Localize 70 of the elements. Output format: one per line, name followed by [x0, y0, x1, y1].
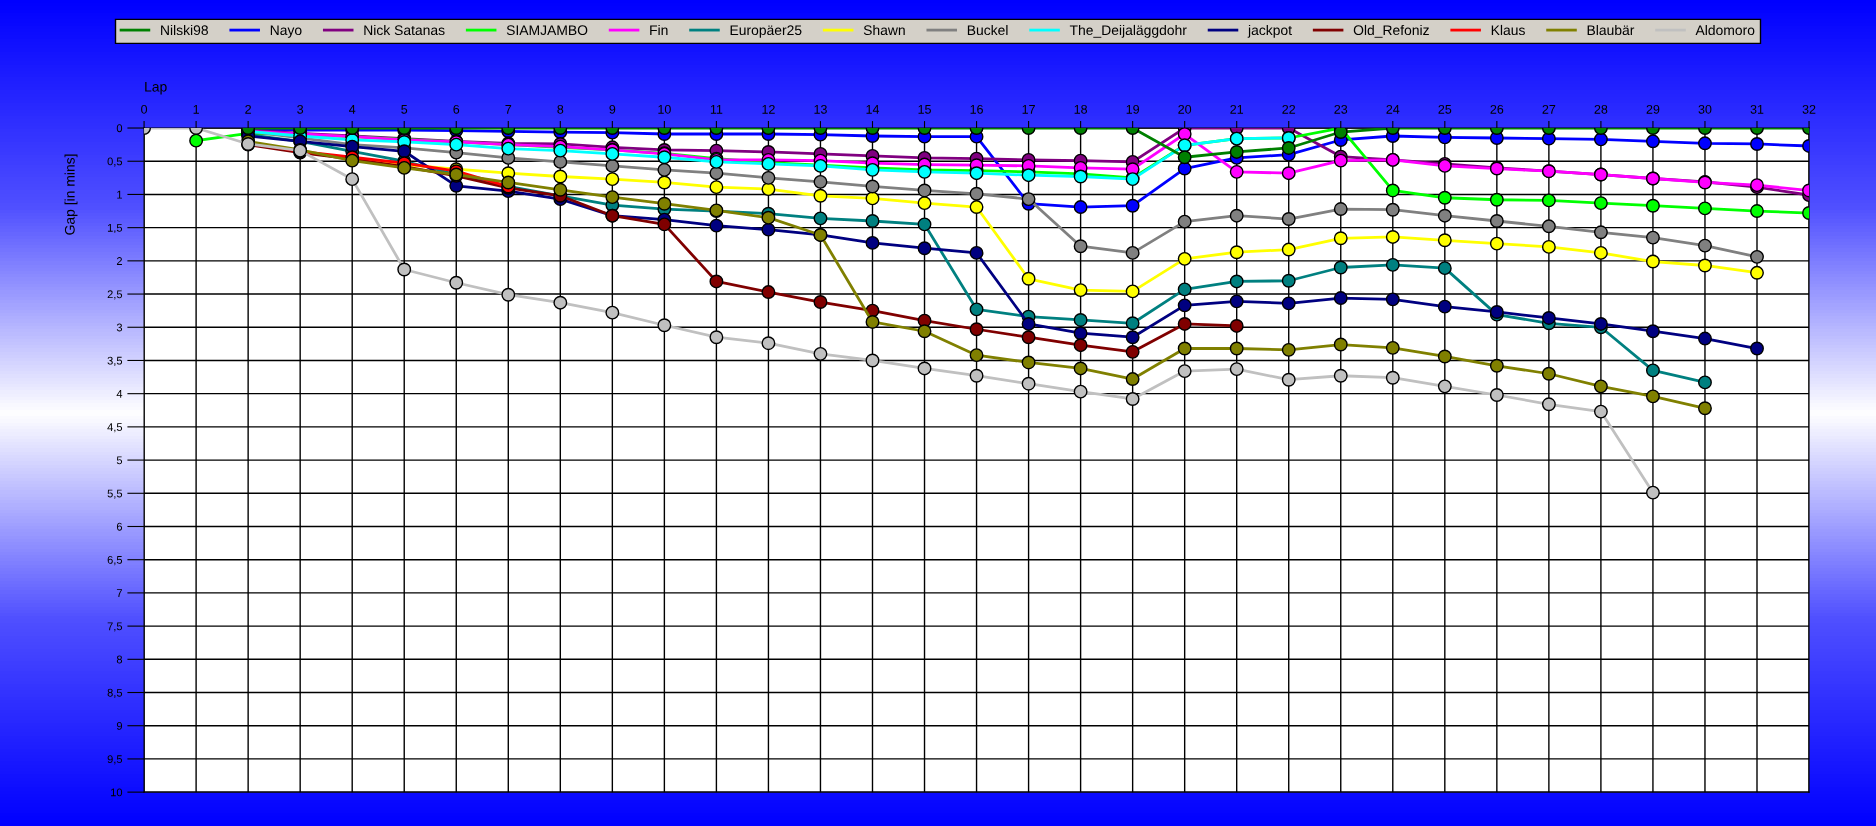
y-tick-label: 2,5 — [107, 290, 123, 300]
x-tick-label: 5 — [401, 105, 408, 114]
x-tick-label: 4 — [349, 105, 356, 114]
x-tick-label: 9 — [609, 104, 616, 114]
x-tick-label: 22 — [1282, 104, 1296, 114]
legend-label: Aldomoro — [1695, 24, 1755, 36]
x-tick-label: 6 — [453, 104, 460, 114]
x-tick-label: 27 — [1542, 104, 1556, 114]
x-tick-label: 30 — [1698, 104, 1712, 114]
x-tick-label: 29 — [1646, 104, 1660, 114]
x-tick-label: 19 — [1126, 104, 1139, 114]
x-tick-label: 1 — [193, 105, 199, 114]
x-tick-label: 24 — [1386, 104, 1400, 114]
x-tick-label: 0 — [141, 104, 148, 114]
y-tick-label: 3,5 — [107, 356, 123, 366]
legend-label: Nayo — [270, 25, 302, 38]
y-tick-label: 7 — [116, 589, 122, 597]
y-tick-label: 1 — [117, 190, 123, 199]
legend-label: Buckel — [967, 24, 1008, 36]
y-tick-label: 10 — [111, 788, 123, 797]
x-tick-label: 32 — [1802, 104, 1816, 114]
y-tick-label: 5,5 — [107, 489, 123, 499]
x-tick-label: 10 — [658, 104, 671, 114]
y-tick-label: 4,5 — [107, 423, 123, 433]
y-tick-label: 0,5 — [107, 157, 123, 167]
legend-label: SIAMJAMBO — [506, 25, 588, 36]
y-tick-label: 3 — [116, 323, 123, 332]
legend-label: Old_Refoniz — [1353, 24, 1429, 38]
x-tick-label: 3 — [297, 104, 304, 114]
y-tick-label: 2 — [116, 257, 122, 265]
y-tick-label: 9 — [116, 721, 123, 730]
legend-label: Nilski98 — [161, 24, 208, 36]
x-tick-label: 16 — [970, 104, 983, 114]
x-tick-label: 2 — [245, 104, 251, 114]
y-tick-label: 0 — [116, 124, 123, 133]
x-tick-label: 12 — [762, 104, 775, 114]
y-tick-label: 1,5 — [107, 224, 123, 234]
y-tick-label: 7,5 — [107, 622, 123, 632]
x-tick-label: 13 — [814, 104, 827, 114]
legend-label: Klaus — [1491, 24, 1525, 36]
y-axis-title: Gap [in mins] — [64, 154, 78, 235]
legend-label: Shawn — [863, 24, 905, 36]
legend-label: Fin — [650, 24, 668, 35]
x-tick-label: 7 — [505, 105, 512, 114]
x-tick-label: 20 — [1178, 104, 1192, 114]
y-tick-label: 4 — [116, 390, 123, 398]
x-tick-label: 26 — [1490, 104, 1504, 114]
y-tick-label: 5 — [116, 456, 123, 465]
x-tick-label: 23 — [1334, 104, 1348, 114]
legend-label: The_Deijaläggdohr — [1069, 24, 1187, 38]
x-tick-label: 17 — [1022, 105, 1035, 114]
x-tick-label: 31 — [1750, 104, 1764, 114]
y-tick-label: 9,5 — [107, 755, 123, 765]
x-tick-label: 25 — [1438, 104, 1452, 114]
y-tick-label: 6 — [116, 522, 123, 531]
legend-label: Europäer25 — [730, 25, 802, 38]
x-tick-label: 11 — [710, 105, 723, 114]
x-tick-label: 14 — [866, 105, 880, 114]
x-tick-label: 21 — [1230, 104, 1244, 114]
x-tick-label: 18 — [1074, 104, 1088, 114]
legend-label: jackpot — [1247, 24, 1292, 38]
x-tick-label: 8 — [557, 104, 564, 114]
x-tick-label: 15 — [918, 105, 931, 114]
y-tick-label: 8,5 — [107, 688, 123, 698]
x-tick-label: 28 — [1594, 104, 1608, 114]
x-axis-title: Lap — [145, 81, 167, 95]
y-tick-label: 8 — [116, 655, 123, 664]
legend-label: Nick Satanas — [364, 24, 445, 36]
y-tick-label: 6,5 — [107, 555, 123, 566]
legend-label: Blaubär — [1587, 24, 1635, 36]
